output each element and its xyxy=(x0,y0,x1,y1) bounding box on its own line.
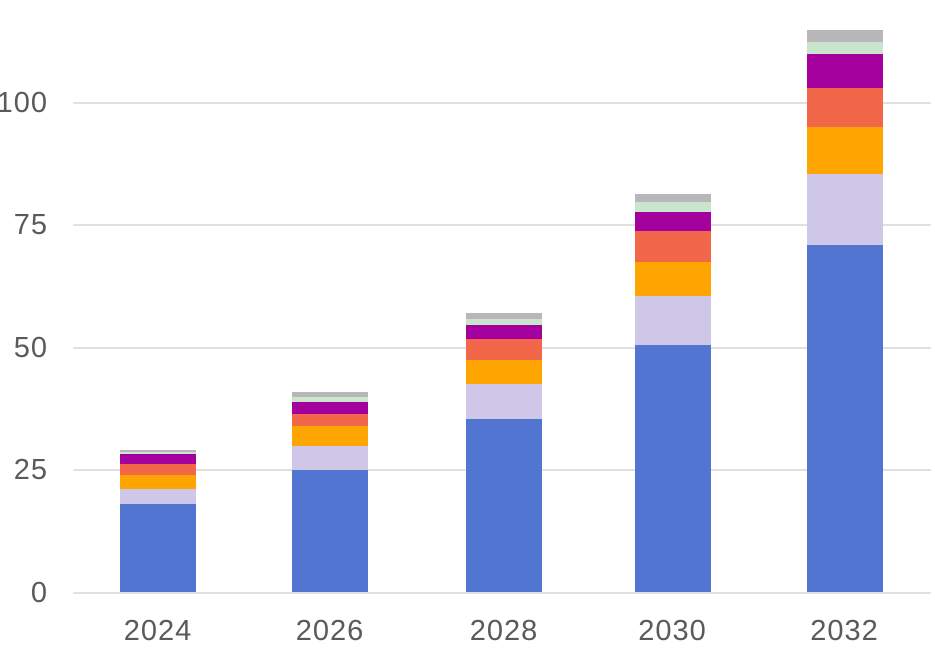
y-axis-tick-label: 100 xyxy=(0,87,48,119)
bar-segment-amber-2026 xyxy=(292,426,368,446)
bar-segment-amber-2024 xyxy=(120,475,196,489)
bar-segment-lavender-2028 xyxy=(466,384,542,419)
bar-segment-mint-green-2026 xyxy=(292,396,368,402)
bar-segment-amber-2032 xyxy=(806,127,883,174)
bar-segment-lavender-2026 xyxy=(292,445,368,471)
x-axis-label-2026: 2026 xyxy=(295,615,365,647)
bar-segment-blue-2032 xyxy=(806,244,883,593)
bar-segment-gray-2032 xyxy=(806,29,883,42)
bar-segment-magenta-2024 xyxy=(120,454,196,465)
bar-segment-amber-2028 xyxy=(466,360,542,385)
bar-segment-amber-2030 xyxy=(634,262,711,297)
y-axis-tick-label: 0 xyxy=(30,576,48,609)
bar-2030 xyxy=(634,194,711,593)
y-axis-tick-label: 75 xyxy=(13,209,48,242)
bar-2026 xyxy=(292,391,368,593)
bar-segment-mint-green-2030 xyxy=(634,201,711,212)
y-axis-tick-label: 50 xyxy=(13,331,48,364)
gridline-75 xyxy=(73,224,931,227)
bar-segment-coral-2030 xyxy=(634,231,711,263)
bar-segment-lavender-2024 xyxy=(120,488,196,505)
bar-segment-magenta-2032 xyxy=(806,54,883,89)
bar-segment-coral-2032 xyxy=(806,88,883,128)
bar-segment-gray-2026 xyxy=(292,391,368,397)
bar-segment-mint-green-2028 xyxy=(466,319,542,325)
bar-2024 xyxy=(120,449,196,593)
bar-segment-blue-2028 xyxy=(466,418,542,593)
bar-segment-blue-2026 xyxy=(292,470,368,593)
bar-segment-blue-2030 xyxy=(634,345,711,593)
x-axis-label-2028: 2028 xyxy=(469,615,539,647)
bar-segment-magenta-2028 xyxy=(466,324,542,340)
bar-segment-blue-2024 xyxy=(120,504,196,593)
gridline-100 xyxy=(73,102,931,104)
bar-segment-gray-2024 xyxy=(120,449,196,453)
x-axis-label-2032: 2032 xyxy=(810,615,879,647)
bar-2032 xyxy=(806,29,883,593)
bar-segment-lavender-2030 xyxy=(634,296,711,346)
bar-segment-gray-2028 xyxy=(466,312,542,320)
bar-segment-magenta-2030 xyxy=(634,211,711,232)
bar-segment-coral-2028 xyxy=(466,339,542,360)
bar-segment-gray-2030 xyxy=(634,194,711,202)
bar-segment-coral-2026 xyxy=(292,413,368,427)
gridline-0 xyxy=(73,591,931,594)
bar-segment-mint-green-2032 xyxy=(806,41,883,55)
y-axis-tick-label: 25 xyxy=(13,454,48,487)
x-axis-label-2024: 2024 xyxy=(123,615,193,647)
bar-segment-mint-green-2024 xyxy=(120,452,196,455)
bar-segment-lavender-2032 xyxy=(806,173,883,245)
bar-2028 xyxy=(466,312,542,593)
bar-segment-coral-2024 xyxy=(120,464,196,476)
bar-segment-magenta-2026 xyxy=(292,401,368,414)
x-axis-label-2030: 2030 xyxy=(638,615,707,647)
